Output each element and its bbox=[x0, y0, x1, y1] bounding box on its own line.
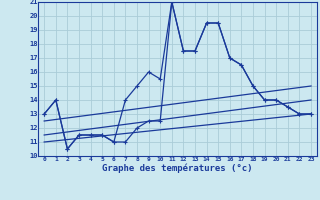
X-axis label: Graphe des températures (°c): Graphe des températures (°c) bbox=[102, 163, 253, 173]
